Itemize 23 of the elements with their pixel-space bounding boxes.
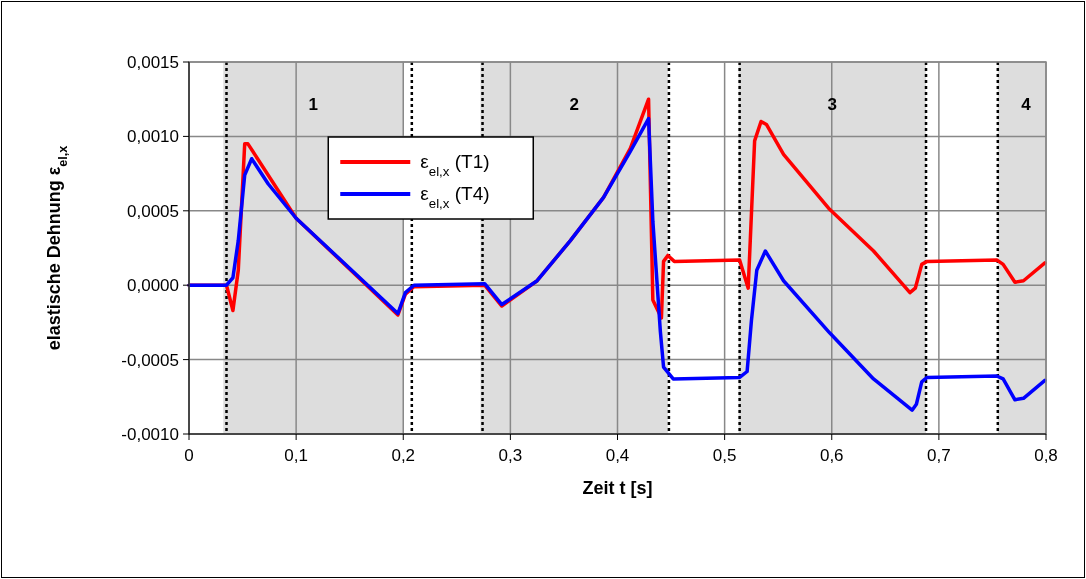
- y-tick-label: -0,0005: [121, 350, 179, 370]
- y-tick-label: -0,0010: [121, 425, 179, 444]
- x-tick-label: 0: [184, 446, 194, 465]
- x-tick-label: 0,6: [819, 446, 844, 465]
- band-label: 4: [1021, 95, 1032, 114]
- x-tick-label: 0,3: [498, 446, 523, 465]
- x-tick-label: 0,8: [1034, 446, 1058, 465]
- x-tick-label: 0,1: [284, 446, 308, 465]
- band-label: 2: [569, 95, 579, 114]
- x-tick-label: 0,7: [927, 446, 951, 465]
- band-label: 1: [308, 95, 318, 114]
- y-tick-label: 0,0015: [127, 53, 179, 72]
- x-tick-label: 0,2: [391, 446, 416, 465]
- y-tick-label: 0,0010: [127, 127, 179, 147]
- x-tick-label: 0,5: [712, 446, 737, 465]
- legend-label: ε$_{el,x}$ (T1): [420, 151, 490, 179]
- x-axis-title: Zeit t [s]: [582, 478, 653, 498]
- line-series: [187, 116, 1047, 412]
- y-tick-label: 0,0000: [127, 276, 179, 296]
- band-label: 3: [827, 95, 838, 114]
- x-tick-label: 0,4: [605, 446, 630, 465]
- y-tick-label: 0,0005: [127, 201, 179, 221]
- legend-label: ε$_{el,x}$ (T4): [420, 183, 490, 211]
